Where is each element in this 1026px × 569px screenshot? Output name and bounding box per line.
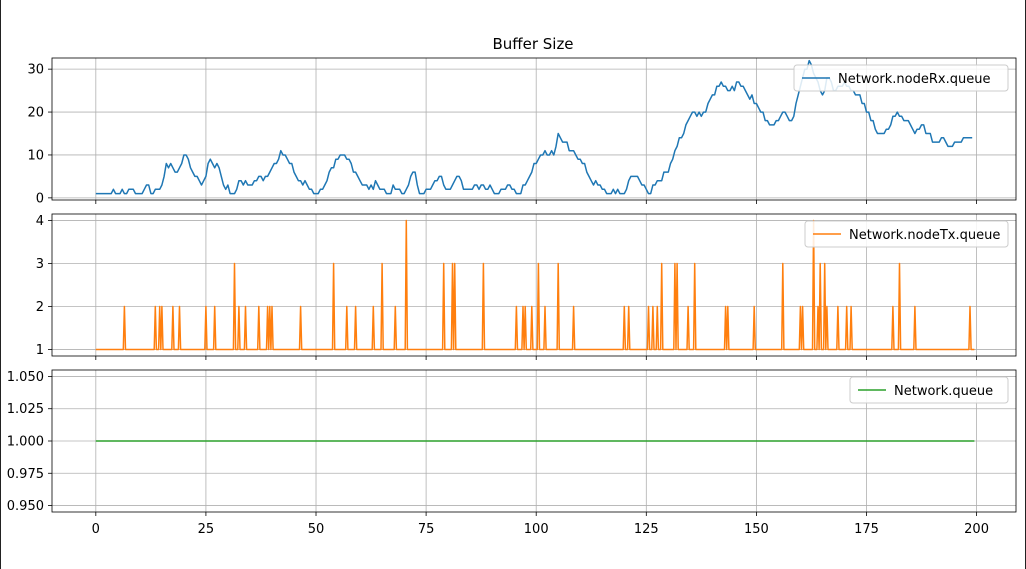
legend: Network.nodeRx.queue — [793, 64, 1009, 92]
y-tick-label: 1.025 — [7, 402, 44, 417]
legend-label: Network.nodeTx.queue — [849, 228, 1000, 243]
legend: Network.nodeTx.queue — [804, 220, 1009, 248]
chart-title: Buffer Size — [492, 35, 573, 53]
x-tick-label: 75 — [418, 522, 435, 537]
x-tick-label: 50 — [308, 522, 325, 537]
legend-box — [849, 376, 1009, 404]
x-tick-label: 150 — [744, 522, 769, 537]
y-tick-label: 0.950 — [7, 499, 44, 514]
y-tick-label: 10 — [27, 148, 44, 163]
panel-3: 0.950 0.975 1.000 1.025 1.050 0 25 50 75 100 125 15… — [7, 369, 1017, 537]
y-tick-label: 1 — [36, 343, 44, 358]
y-tick-label: 0 — [36, 191, 44, 206]
legend-box — [793, 64, 1009, 92]
legend: Network.queue — [849, 376, 1009, 404]
y-tick-label: 0.975 — [7, 467, 44, 482]
x-tick-label: 25 — [198, 522, 215, 537]
x-tick-label: 0 — [92, 522, 100, 537]
y-tick-label: 2 — [36, 300, 44, 315]
legend-label: Network.queue — [894, 384, 993, 399]
x-tick-label: 125 — [634, 522, 659, 537]
y-tick-label: 1.000 — [7, 435, 44, 450]
panel-2: 1 2 3 4 Network.nodeTx.queue — [36, 213, 1017, 360]
axes-frame — [51, 57, 1017, 201]
y-tick-label: 1.050 — [7, 370, 44, 385]
legend-label: Network.nodeRx.queue — [838, 72, 990, 87]
panel-1: 0 10 20 30 Network.nodeRx.queue — [27, 57, 1017, 206]
x-tick-label: 175 — [854, 522, 879, 537]
y-tick-label: 30 — [27, 63, 44, 78]
legend-box — [804, 220, 1009, 248]
series-line-network-nodetx-queue — [95, 219, 975, 351]
axes-frame — [51, 213, 1017, 357]
x-tick-label: 100 — [524, 522, 549, 537]
y-tick-label: 3 — [36, 257, 44, 272]
x-tick-label: 200 — [964, 522, 989, 537]
y-tick-label: 20 — [27, 106, 44, 121]
y-tick-label: 4 — [36, 214, 44, 229]
